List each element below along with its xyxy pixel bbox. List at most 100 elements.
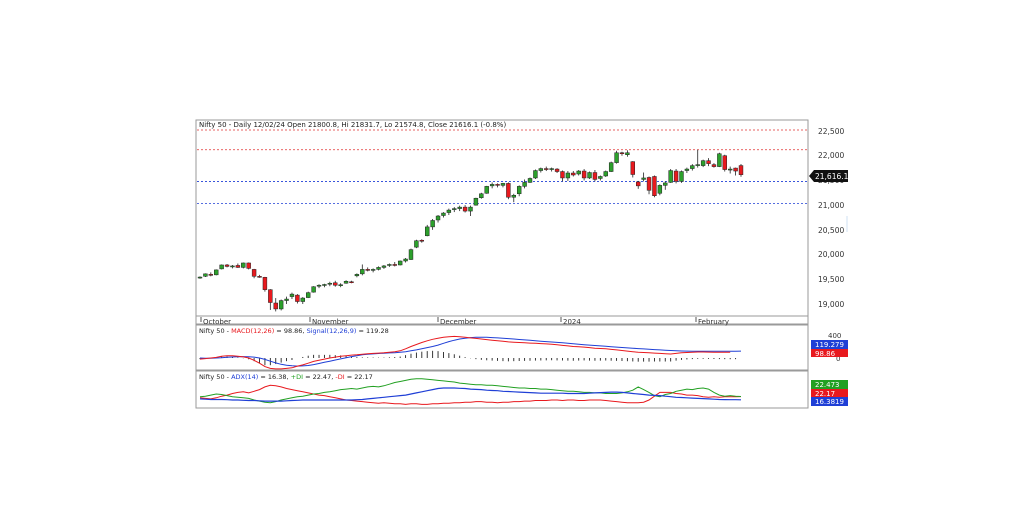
plus-di-value-label: 22.473	[815, 381, 840, 389]
candle-body	[668, 170, 673, 183]
candle-body	[581, 170, 587, 179]
candle-body	[711, 164, 717, 167]
signal-legend-name: Signal(12,26,9)	[307, 327, 357, 335]
plus-di-line	[199, 378, 742, 404]
candlestick-series	[197, 149, 744, 312]
macd-panel	[195, 324, 809, 371]
candle-body	[473, 197, 479, 206]
candle-body	[278, 300, 284, 310]
macd-legend-value: = 98.86,	[274, 327, 306, 335]
candle-body	[327, 282, 333, 285]
candle-body	[673, 170, 679, 182]
adx-line	[199, 387, 742, 402]
candle-body	[322, 284, 327, 286]
last-price-label: 21,616.1	[815, 172, 849, 181]
candle-body	[197, 276, 203, 279]
macd-line	[199, 335, 731, 370]
price-tick: 22,000	[818, 151, 844, 160]
x-label-october: October	[203, 318, 231, 326]
candle-body	[300, 297, 305, 302]
minus-di-legend-value: = 22.17	[345, 373, 373, 381]
price-tick: 20,000	[818, 250, 844, 259]
candle-body	[695, 164, 700, 166]
signal-legend-value: = 119.28	[356, 327, 388, 335]
candle-body	[527, 178, 533, 183]
candle-body	[495, 184, 500, 186]
macd-legend: Nifty 50 - MACD(12,26) = 98.86, Signal(1…	[199, 327, 389, 335]
candle-body	[214, 269, 219, 276]
candle-body	[533, 170, 538, 179]
macd-value-tag	[811, 349, 848, 357]
candle-body	[397, 260, 403, 266]
candle-body	[657, 185, 663, 194]
macd-legend-prefix: Nifty 50 -	[199, 327, 231, 335]
candle-body	[576, 170, 581, 175]
candle-body	[203, 273, 208, 277]
candle-body	[251, 269, 257, 277]
candle-body	[511, 195, 516, 198]
candle-body	[457, 206, 462, 209]
candle-body	[441, 212, 446, 216]
candle-body	[268, 289, 273, 303]
candle-body	[219, 264, 224, 270]
candle-body	[446, 209, 452, 213]
candle-body	[273, 302, 278, 310]
last-price-tag: 21,616.1	[809, 170, 849, 182]
candle-body	[549, 168, 554, 170]
macd-legend-name: MACD(12,26)	[231, 327, 274, 335]
candle-body	[625, 152, 630, 155]
candle-body	[246, 262, 251, 269]
plus-di-value-tag	[811, 380, 848, 389]
candle-body	[700, 160, 706, 166]
candle-body	[587, 172, 592, 179]
candle-body	[419, 239, 425, 242]
candle-body	[284, 298, 289, 301]
price-tick: 21,000	[818, 201, 844, 210]
price-panel	[195, 119, 809, 325]
candle-body	[414, 240, 419, 248]
candle-body	[354, 274, 360, 277]
candle-body	[289, 293, 295, 297]
signal-value-tag	[811, 340, 848, 349]
candle-body	[408, 249, 414, 260]
macd-tick: 400	[828, 332, 841, 340]
candle-body	[360, 269, 365, 275]
plus-di-legend-name: +DI	[291, 373, 303, 381]
candle-body	[690, 165, 695, 169]
candle-body	[484, 186, 489, 194]
candle-body	[679, 171, 684, 182]
adx-legend-name: ADX(14)	[231, 373, 258, 381]
adx-legend-prefix: Nifty 50 -	[199, 373, 231, 381]
x-label-february: February	[698, 318, 729, 326]
candle-body	[614, 152, 619, 163]
x-axis: October November December 2024 February	[200, 317, 729, 326]
candle-body	[338, 284, 343, 286]
candle-body	[571, 172, 576, 176]
minus-di-line	[199, 384, 742, 405]
candle-body	[619, 152, 625, 154]
candle-body	[560, 171, 565, 179]
candle-body	[462, 206, 468, 212]
macd-tick: 0	[836, 355, 840, 363]
candle-body	[295, 294, 300, 302]
adx-legend: Nifty 50 - ADX(14) = 16.38, +DI = 22.47,…	[199, 373, 373, 381]
candle-body	[392, 264, 397, 266]
candle-body	[208, 274, 214, 276]
candle-body	[652, 176, 657, 197]
candle-body	[641, 177, 646, 180]
candle-body	[257, 276, 262, 278]
candle-body	[235, 265, 241, 268]
candle-body	[262, 277, 268, 290]
minus-di-legend-name: -DI	[335, 373, 344, 381]
reference-lines	[197, 129, 807, 205]
candle-body	[425, 226, 430, 237]
candle-body	[311, 286, 316, 293]
x-label-november: November	[312, 318, 349, 326]
price-tick: 19,500	[818, 275, 844, 284]
candle-body	[592, 172, 598, 180]
candle-body	[349, 281, 354, 284]
candle-body	[603, 171, 608, 177]
price-axis: 22,500 22,000 21,500 21,000 20,500 20,00…	[818, 127, 844, 309]
